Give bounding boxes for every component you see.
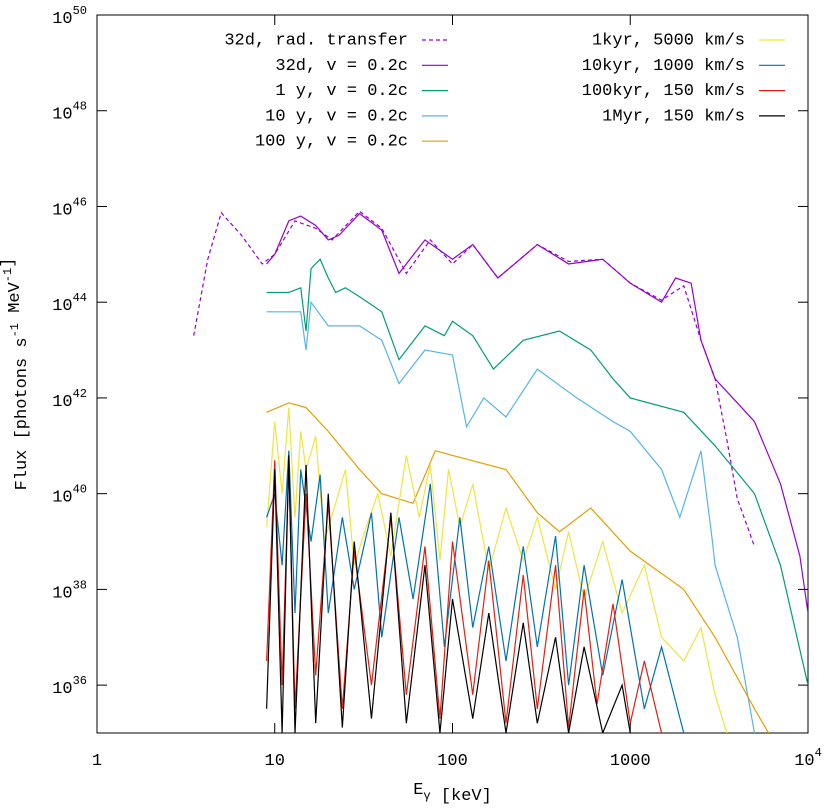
legend-label: 32d, rad. transfer bbox=[224, 31, 408, 50]
tick-base: 10 bbox=[52, 202, 72, 221]
series-line bbox=[266, 455, 631, 733]
tick-base: 10 bbox=[52, 585, 72, 604]
y-tick-label: 1038 bbox=[52, 579, 87, 604]
legend-label: 100kyr, 150 km/s bbox=[582, 82, 745, 101]
tick-base: 10 bbox=[52, 106, 72, 125]
x-tick-label: 104 bbox=[794, 746, 822, 771]
legend-label: 1Myr, 150 km/s bbox=[602, 107, 745, 126]
series-line bbox=[266, 212, 808, 614]
label-text: E bbox=[413, 781, 423, 800]
x-axis-label: Eγ [keV] bbox=[413, 781, 492, 806]
label-sup: -1 bbox=[8, 323, 22, 337]
tick-base: 10 bbox=[52, 298, 72, 317]
series-line bbox=[266, 402, 770, 733]
series-line bbox=[266, 460, 663, 733]
label-text: ] bbox=[0, 258, 18, 268]
tick-exp: 4 bbox=[815, 746, 822, 760]
x-tick-label: 100 bbox=[437, 752, 468, 771]
tick-base: 100 bbox=[437, 752, 468, 771]
tick-exp: 42 bbox=[73, 387, 87, 401]
tick-base: 10 bbox=[52, 393, 72, 412]
plot-lines bbox=[193, 210, 808, 733]
x-tick-label: 10 bbox=[265, 752, 285, 771]
tick-exp: 36 bbox=[73, 674, 87, 688]
tick-base: 10 bbox=[52, 489, 72, 508]
series-line bbox=[266, 300, 756, 733]
legend-label: 1 y, v = 0.2c bbox=[275, 82, 408, 101]
y-tick-label: 1040 bbox=[52, 483, 87, 508]
x-tick-label: 1 bbox=[92, 752, 102, 771]
label-text: MeV bbox=[6, 281, 25, 323]
label-sup: -1 bbox=[1, 268, 15, 282]
y-tick-label: 1046 bbox=[52, 196, 87, 221]
legend-label: 100 y, v = 0.2c bbox=[255, 133, 408, 152]
tick-exp: 38 bbox=[73, 579, 87, 593]
tick-exp: 44 bbox=[73, 291, 87, 305]
tick-base: 10 bbox=[265, 752, 285, 771]
label-sub: γ bbox=[423, 789, 430, 803]
tick-exp: 48 bbox=[73, 100, 87, 114]
tick-base: 10 bbox=[794, 752, 814, 771]
y-axis-label: Flux [photons s-1 MeV-1] bbox=[0, 258, 32, 491]
tick-base: 1 bbox=[92, 752, 102, 771]
legend-label: 10kyr, 1000 km/s bbox=[582, 57, 745, 76]
y-tick-label: 1042 bbox=[52, 387, 87, 412]
y-tick-label: 1044 bbox=[52, 291, 87, 316]
tick-base: 10 bbox=[52, 10, 72, 29]
y-tick-label: 1050 bbox=[52, 4, 87, 29]
series-line bbox=[193, 210, 756, 547]
tick-exp: 46 bbox=[73, 196, 87, 210]
tick-base: 1000 bbox=[610, 752, 651, 771]
label-text: Flux [photons s bbox=[13, 337, 32, 490]
series-line bbox=[266, 258, 808, 686]
series-line bbox=[266, 450, 685, 733]
legend-label: 32d, v = 0.2c bbox=[275, 57, 408, 76]
y-tick-label: 1048 bbox=[52, 100, 87, 125]
tick-exp: 50 bbox=[73, 4, 87, 18]
y-tick-label: 1036 bbox=[52, 674, 87, 699]
x-tick-label: 1000 bbox=[610, 752, 651, 771]
label-text: [keV] bbox=[431, 787, 492, 806]
tick-exp: 40 bbox=[73, 483, 87, 497]
legend-label: 10 y, v = 0.2c bbox=[265, 107, 408, 126]
legend-label: 1kyr, 5000 km/s bbox=[592, 31, 745, 50]
tick-base: 10 bbox=[52, 681, 72, 700]
